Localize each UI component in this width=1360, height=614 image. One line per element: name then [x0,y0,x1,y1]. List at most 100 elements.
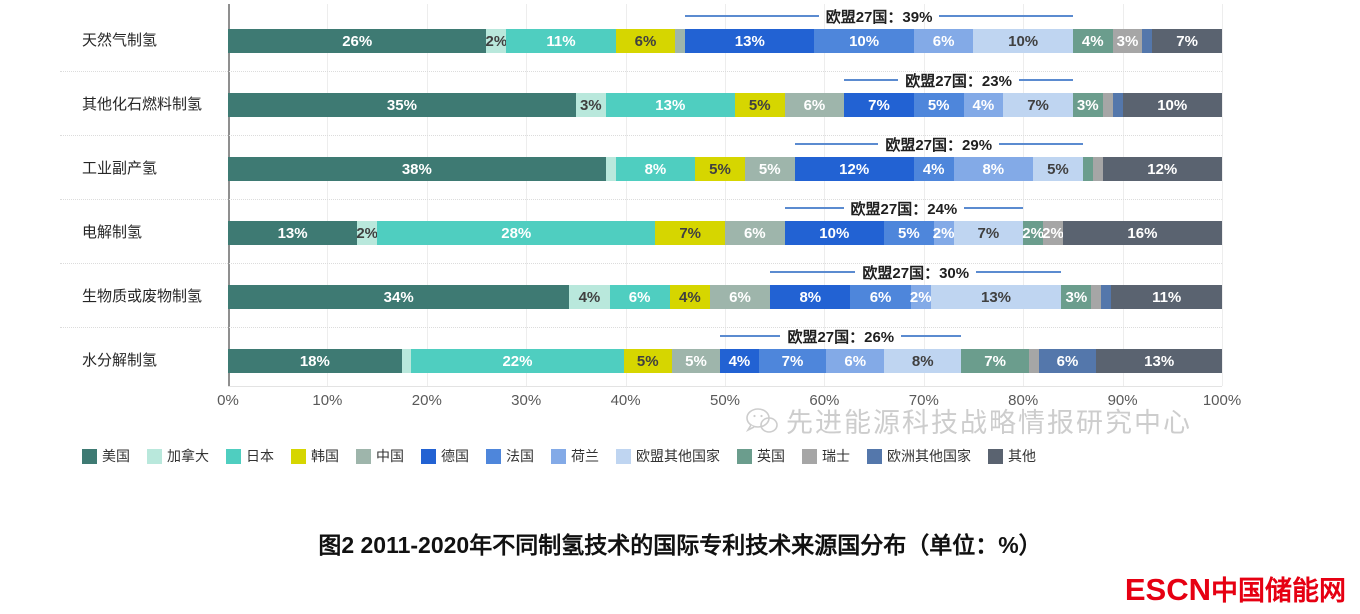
bar-segment-china: 5% [671,349,721,373]
bar-segment-japan: 28% [377,221,656,245]
legend-label-germany: 德国 [441,448,469,464]
legend-label-netherlands: 荷兰 [571,448,599,464]
plot-area: 26% 2% 11% 6% 13% 10% 6% 10% 4% 3% 7% 欧盟27国：39% 35% 3… [228,0,1222,388]
bar-segment-others: 10% [1122,93,1222,117]
bar-segment-others: 16% [1062,221,1222,245]
bar-segment-switzerland [1028,349,1039,373]
annotation-line-left [770,271,856,273]
category-label: 其他化石燃料制氢 [82,96,203,113]
category-label: 电解制氢 [82,224,143,241]
eu27-annotation: 欧盟27国：39% [685,6,1073,26]
bar-segment-others: 7% [1152,29,1222,53]
legend-label-france: 法国 [506,448,534,464]
eu27-annotation-label: 欧盟27国：24% [850,200,958,218]
annotation-line-right [939,15,1073,17]
legend-label-korea: 韩国 [311,448,339,464]
legend-swatch-japan [226,448,241,464]
x-tick-label: 0% [217,392,239,409]
legend-item-japan: 日本 [226,446,274,466]
legend-item-switzerland: 瑞士 [802,446,850,466]
bar-segment-china: 6% [784,93,845,117]
bar-segment-eu-others: 10% [973,29,1073,53]
bar-segment-china: 5% [744,157,795,181]
legend-label-usa: 美国 [102,448,130,464]
annotation-line-left [720,335,781,337]
bar-segment-uk: 3% [1072,93,1103,117]
legend-label-europe-others: 欧洲其他国家 [887,448,971,464]
bar-segment-uk: 7% [961,349,1029,373]
annotation-line-left [685,15,819,17]
bar-segment-uk: 2% [1022,221,1044,245]
bar-segment-germany: 7% [844,93,914,117]
legend-item-germany: 德国 [421,446,469,466]
bar-segment-china: 6% [709,285,771,309]
bar-segment-uk [1082,157,1093,181]
eu27-annotation-label: 欧盟27国：23% [905,72,1012,90]
bar-segment-germany: 4% [720,349,759,373]
bar-segment-france: 7% [758,349,827,373]
eu27-annotation-label: 欧盟27国：29% [885,136,993,154]
gridline [1222,4,1223,386]
legend-label-uk: 英国 [757,448,785,464]
stacked-bar: 26% 2% 11% 6% 13% 10% 6% 10% 4% 3% 7% [228,29,1222,53]
bar-segment-japan: 22% [411,349,624,373]
x-tick-label: 40% [610,392,641,409]
bar-segment-japan: 11% [506,29,616,53]
legend-swatch-others [988,448,1003,464]
bar-segment-korea: 6% [615,29,676,53]
legend-swatch-germany [421,448,436,464]
annotation-line-right [999,143,1083,145]
gridline [526,4,528,386]
legend-label-japan: 日本 [246,448,274,464]
row-separator [60,263,1222,264]
bar-segment-europe-others: 6% [1038,349,1097,373]
category-label: 工业副产氢 [82,160,158,177]
x-tick-label: 60% [809,392,840,409]
stacked-bar: 38% 8% 5% 5% 12% 4% 8% 5% 12% [228,157,1222,181]
x-tick-label: 20% [411,392,442,409]
x-tick-label: 70% [908,392,939,409]
legend-swatch-switzerland [802,448,817,464]
bar-segment-usa: 38% [228,157,606,181]
legend-item-netherlands: 荷兰 [551,446,599,466]
legend-item-china: 中国 [356,446,404,466]
row-separator [60,327,1222,328]
bar-segment-france: 5% [913,93,964,117]
bar-segment-netherlands: 4% [963,93,1004,117]
bar-segment-germany: 10% [784,221,884,245]
legend-swatch-canada [147,448,162,464]
bar-segment-germany: 12% [794,157,914,181]
watermark-text: 先进能源科技战略情报研究中心 [786,408,1192,438]
bar-segment-europe-others [1112,93,1123,117]
eu27-annotation: 欧盟27国：30% [770,262,1062,282]
x-axis-line [228,386,1222,387]
bar-segment-germany: 13% [685,29,815,53]
legend: 美国 加拿大 日本 韩国 中国 德国 法国 荷兰 欧盟其他国家 英国 瑞士 欧洲其他国家 其他 [82,446,1036,466]
x-tick-label: 90% [1107,392,1138,409]
gridline [625,4,627,386]
bar-segment-eu-others: 7% [953,221,1024,245]
x-tick-label: 100% [1202,392,1242,409]
bar-segment-eu-others: 5% [1033,157,1083,181]
bar-segment-europe-others [1101,285,1112,309]
bar-segment-france: 10% [814,29,914,53]
y-axis-line [228,4,230,386]
bar-segment-korea: 5% [623,349,672,373]
bar-segment-eu-others: 8% [884,349,962,373]
bar-segment-korea: 5% [734,93,785,117]
legend-item-eu-others: 欧盟其他国家 [616,446,720,466]
eu27-annotation: 欧盟27国：23% [844,70,1073,90]
bar-segment-usa: 13% [228,221,358,245]
legend-item-others: 其他 [988,446,1036,466]
bar-segment-japan: 8% [615,157,696,181]
gridline [426,4,428,386]
bar-segment-switzerland [1091,285,1102,309]
eu27-annotation-label: 欧盟27国：30% [862,264,970,282]
bar-segment-canada [605,157,616,181]
bar-segment-china [675,29,686,53]
bar-segment-france: 6% [850,285,911,309]
bar-segment-europe-others [1142,29,1153,53]
x-tick-label: 30% [511,392,542,409]
x-tick-label: 80% [1008,392,1039,409]
legend-item-france: 法国 [486,446,534,466]
